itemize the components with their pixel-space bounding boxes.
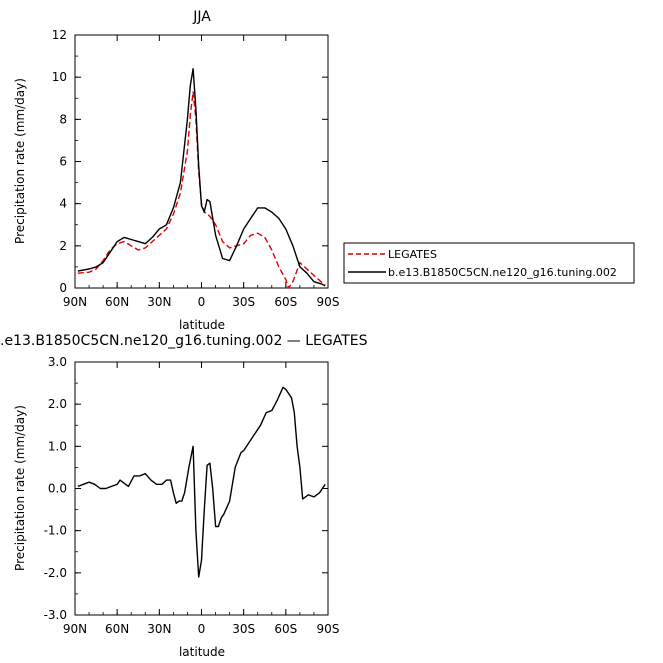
x-tick-label: 30N — [147, 295, 171, 309]
x-tick-label: 60N — [105, 622, 129, 636]
x-tick-label: 90S — [317, 295, 340, 309]
y-tick-label: 0.0 — [48, 482, 67, 496]
bottom-plot-frame — [74, 361, 329, 616]
y-tick-label: 10 — [52, 70, 67, 84]
y-tick-label: -3.0 — [44, 608, 67, 622]
legend: LEGATES b.e13.B1850C5CN.ne120_g16.tuning… — [343, 242, 635, 284]
x-tick-label: 60S — [274, 622, 297, 636]
y-tick-label: 3.0 — [48, 355, 67, 369]
series-line-legates — [77, 91, 326, 289]
y-tick-label: -1.0 — [44, 524, 67, 538]
y-tick-label: 4 — [59, 197, 67, 211]
top-ylabel: Precipitation rate (mm/day) — [13, 78, 27, 244]
top-title: JJA — [192, 9, 211, 25]
x-tick-label: 0 — [198, 622, 206, 636]
y-tick-label: 6 — [59, 155, 67, 169]
y-tick-label: 8 — [59, 112, 67, 126]
legend-label-legates: LEGATES — [388, 248, 437, 261]
y-tick-label: 1.0 — [48, 439, 67, 453]
x-tick-label: 60N — [105, 295, 129, 309]
x-tick-label: 30S — [232, 295, 255, 309]
bottom-ylabel: Precipitation rate (mm/day) — [13, 405, 27, 571]
legend-box — [343, 242, 635, 284]
bottom-series — [77, 386, 326, 578]
y-tick-label: -2.0 — [44, 566, 67, 580]
x-tick-label: 90N — [63, 295, 87, 309]
bottom-xlabel: latitude — [179, 645, 225, 659]
x-tick-label: 0 — [198, 295, 206, 309]
top-panel: JJA 90N 60N 30N 0 30S 60S 90S 0 2 4 6 8 10 12 Precipi… — [13, 9, 339, 332]
bottom-axes: 90N 60N 30N 0 30S 60S 90S -3.0 -2.0 -1.0 0.0 1.0 2.0… — [44, 355, 340, 636]
x-tick-label: 90S — [317, 622, 340, 636]
x-tick-label: 90N — [63, 622, 87, 636]
bottom-title: .e13.B1850C5CN.ne120_g16.tuning.002 — LE… — [0, 333, 368, 349]
y-tick-label: 2 — [59, 239, 67, 253]
top-series — [77, 67, 326, 289]
series-line-0 — [77, 386, 326, 578]
legend-label-model: b.e13.B1850C5CN.ne120_g16.tuning.002 — [388, 266, 617, 279]
x-tick-label: 30S — [232, 622, 255, 636]
y-tick-label: 2.0 — [48, 397, 67, 411]
x-tick-label: 60S — [274, 295, 297, 309]
y-tick-label: 12 — [52, 28, 67, 42]
series-line-b-e13-b1850c5cn-ne120-g16-tuning-002 — [77, 67, 326, 287]
bottom-panel: .e13.B1850C5CN.ne120_g16.tuning.002 — LE… — [0, 333, 368, 659]
top-axes: 90N 60N 30N 0 30S 60S 90S 0 2 4 6 8 10 12 — [52, 28, 340, 309]
x-tick-label: 30N — [147, 622, 171, 636]
top-xlabel: latitude — [179, 318, 225, 332]
top-plot-frame — [74, 34, 329, 289]
y-tick-label: 0 — [59, 281, 67, 295]
